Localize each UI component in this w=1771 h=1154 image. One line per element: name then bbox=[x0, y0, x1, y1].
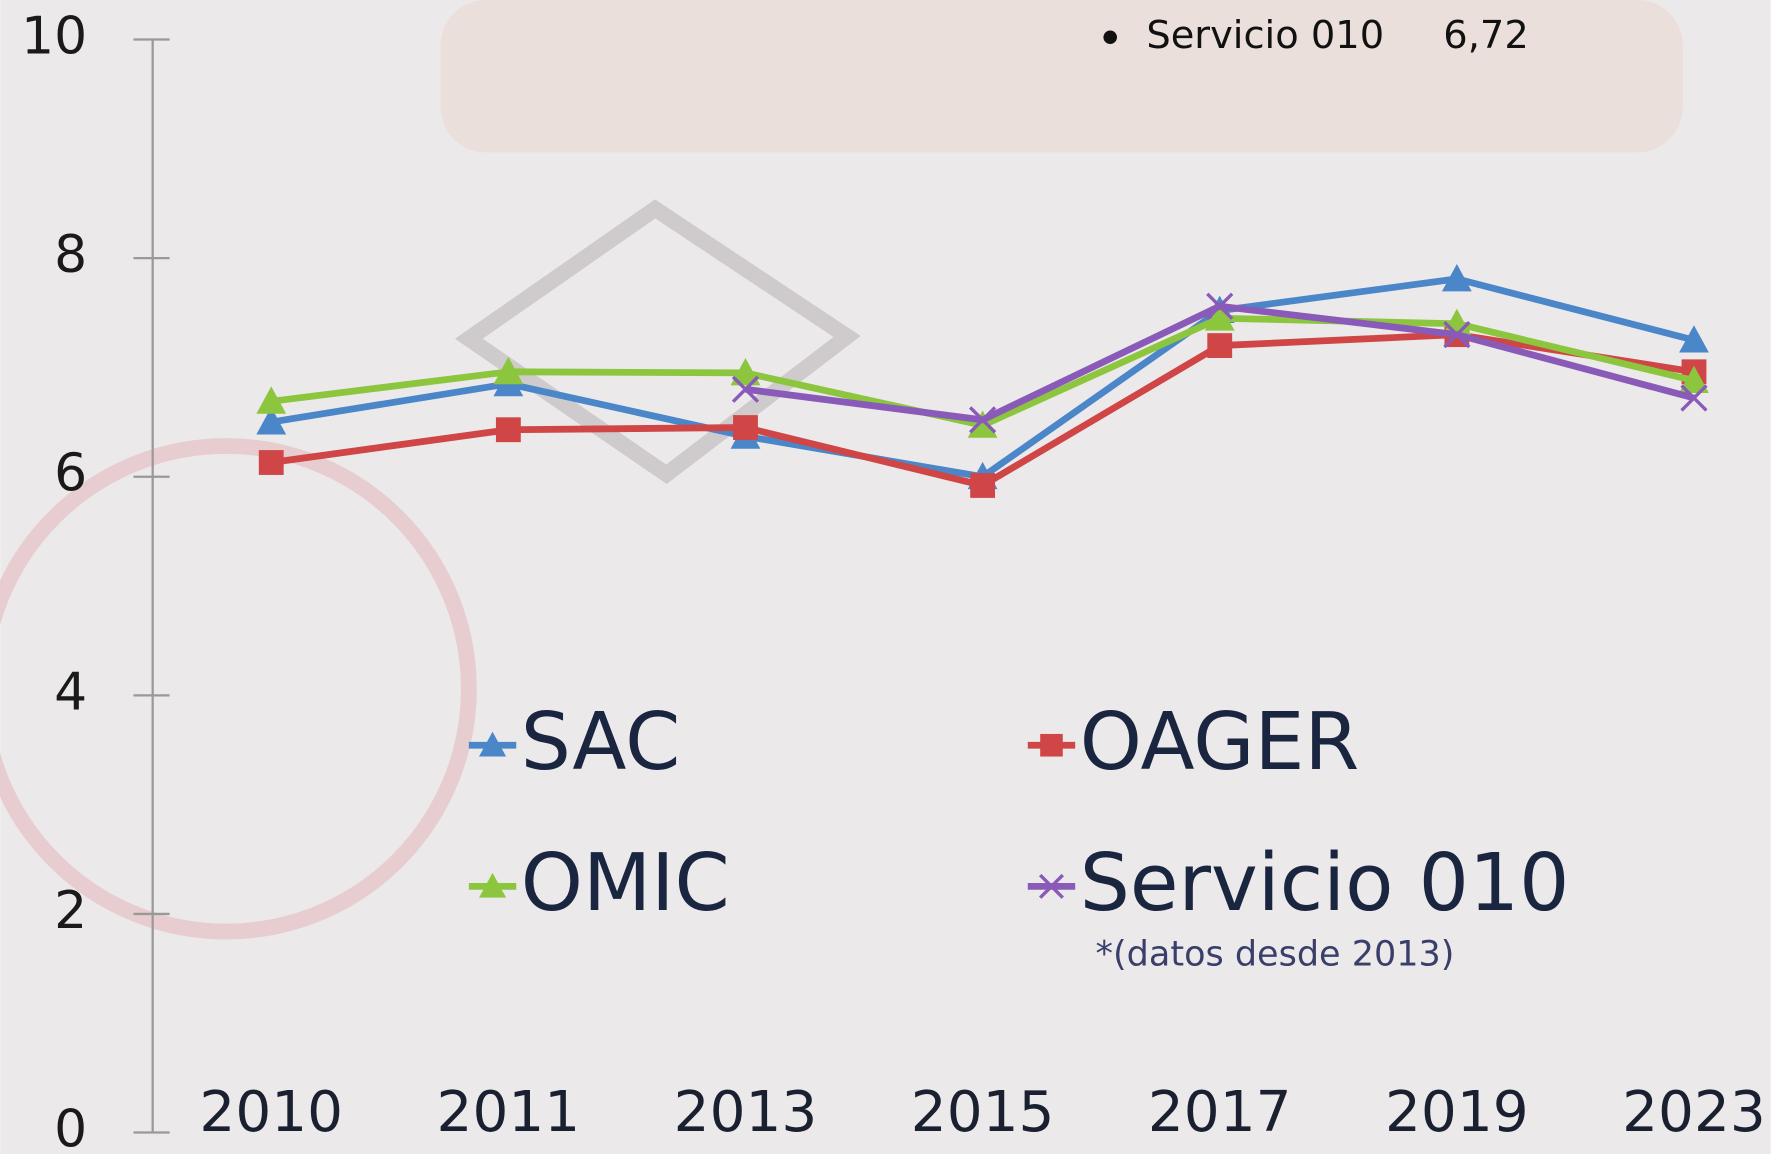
legend-label: SAC bbox=[521, 696, 681, 788]
annotation-label: Servicio 010 bbox=[1146, 13, 1384, 58]
footnote: *(datos desde 2013) bbox=[1096, 934, 1455, 974]
legend-label: OAGER bbox=[1080, 696, 1360, 788]
marker bbox=[970, 473, 995, 498]
legend-marker bbox=[1040, 734, 1063, 757]
bullet bbox=[1103, 30, 1117, 44]
x-tick-label: 2023 bbox=[1622, 1080, 1766, 1145]
marker bbox=[259, 450, 284, 475]
y-tick-label: 4 bbox=[54, 662, 87, 722]
background bbox=[0, 0, 1771, 1154]
x-tick-label: 2015 bbox=[911, 1080, 1055, 1145]
marker bbox=[733, 415, 758, 440]
page: Servicio 010 6,72 *(datos desde 2013) 0 2… bbox=[0, 0, 1771, 1154]
chart: Servicio 010 6,72 *(datos desde 2013) 0 2… bbox=[0, 0, 1771, 1154]
x-tick-label: 2019 bbox=[1385, 1080, 1529, 1145]
y-tick-label: 10 bbox=[21, 7, 87, 67]
y-tick-label: 0 bbox=[54, 1100, 87, 1154]
legend-label: Servicio 010 bbox=[1080, 837, 1570, 929]
marker bbox=[1207, 333, 1232, 358]
legend-label: OMIC bbox=[521, 837, 730, 929]
x-tick-label: 2017 bbox=[1148, 1080, 1292, 1145]
x-tick-label: 2010 bbox=[199, 1080, 343, 1145]
y-tick-label: 6 bbox=[54, 444, 87, 504]
x-tick-label: 2011 bbox=[437, 1080, 581, 1145]
x-tick-label: 2013 bbox=[674, 1080, 818, 1145]
annotation-value: 6,72 bbox=[1443, 13, 1528, 58]
y-tick-label: 8 bbox=[54, 225, 87, 285]
y-tick-label: 2 bbox=[54, 881, 87, 941]
marker bbox=[496, 417, 521, 442]
